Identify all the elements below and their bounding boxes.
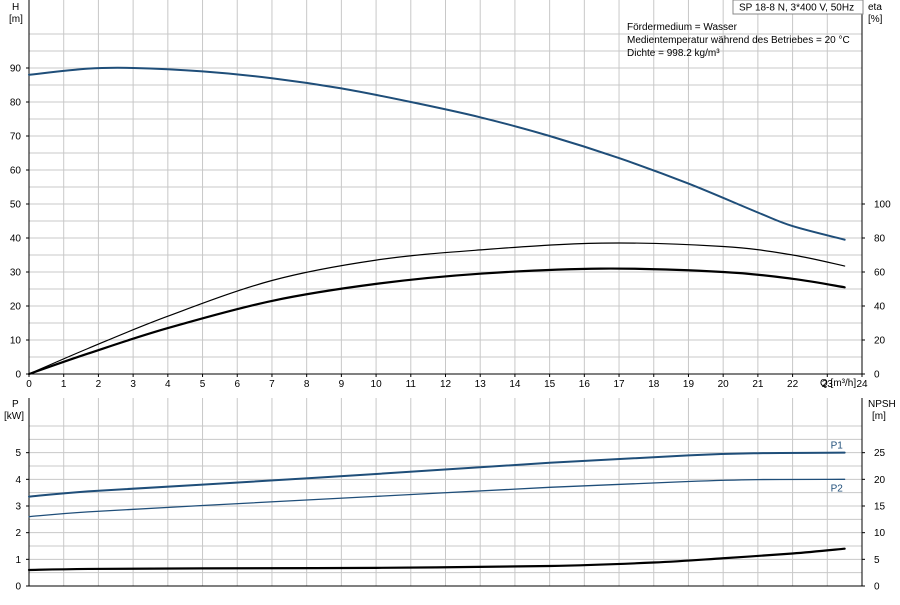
head-axis-tick-label: 80	[10, 98, 22, 109]
grid-layer	[28, 0, 863, 587]
eta-axis-title: eta	[868, 2, 882, 13]
eta-axis-tick-label: 80	[874, 234, 886, 245]
info-title-box	[732, 0, 864, 15]
x-tick-label: 13	[475, 379, 487, 390]
x-tick-label: 18	[648, 379, 660, 390]
power-axis-tick-label: 5	[15, 448, 21, 459]
x-tick-label: 16	[579, 379, 591, 390]
x-tick-label: 4	[165, 379, 171, 390]
eta-curve-lower	[27, 267, 846, 376]
x-tick-label: 14	[509, 379, 521, 390]
head-axis-tick-label: 40	[10, 234, 22, 245]
eta-axis-tick-label: 40	[874, 302, 886, 313]
power-axis-tick-label: 0	[15, 582, 21, 593]
eta-axis-tick-label: 60	[874, 268, 886, 279]
head-axis-tick-label: 50	[10, 200, 22, 211]
x-tick-label: 22	[787, 379, 799, 390]
x-tick-label: 7	[269, 379, 275, 390]
info-line-temperature: Medientemperatur während des Betriebes =…	[627, 35, 850, 46]
npsh-axis-title: NPSH	[868, 399, 896, 410]
x-tick-label: 23	[822, 379, 834, 390]
x-tick-label: 24	[856, 379, 868, 390]
head-axis-unit: [m]	[9, 14, 23, 25]
p2-series-label: P2	[831, 483, 844, 494]
label-layer: 0 1 2 3 4 5 6 7 8 9 10 11 12 13 14 15 16 17 18 19 20 21 22 23 24…	[10, 64, 891, 593]
info-line-density: Dichte = 998.2 kg/m³	[627, 48, 720, 59]
x-tick-label: 9	[339, 379, 345, 390]
x-tick-label: 2	[96, 379, 102, 390]
head-axis-tick-label: 90	[10, 64, 22, 75]
head-axis-tick-label: 70	[10, 132, 22, 143]
power-axis-tick-label: 1	[15, 555, 21, 566]
p2-curve	[28, 478, 846, 518]
npsh-axis-tick-label: 0	[874, 582, 880, 593]
x-tick-label: 20	[718, 379, 730, 390]
eta-axis-tick-label: 0	[874, 370, 880, 381]
power-axis-tick-label: 2	[15, 528, 21, 539]
p1-series-label: P1	[831, 441, 844, 452]
head-axis-title: H	[12, 2, 19, 13]
npsh-axis-tick-label: 10	[874, 528, 886, 539]
x-tick-label: 12	[440, 379, 452, 390]
x-tick-label: 15	[544, 379, 556, 390]
eta-axis-unit: [%]	[868, 14, 883, 25]
head-axis-tick-label: 30	[10, 268, 22, 279]
x-tick-label: 19	[683, 379, 695, 390]
x-tick-label: 5	[200, 379, 206, 390]
head-axis-tick-label: 20	[10, 302, 22, 313]
head-axis-tick-label: 10	[10, 336, 22, 347]
head-axis-tick-label: 0	[15, 370, 21, 381]
axis-layer	[26, 0, 865, 587]
x-tick-label: 0	[26, 379, 32, 390]
x-tick-label: 11	[406, 379, 417, 390]
x-tick-label: 1	[61, 379, 67, 390]
head-curve	[28, 66, 846, 241]
npsh-curve	[27, 547, 846, 572]
power-axis-title: P	[12, 399, 19, 410]
power-axis-tick-label: 3	[15, 502, 21, 513]
npsh-axis-tick-label: 15	[874, 502, 886, 513]
power-axis-unit: [kW]	[4, 411, 24, 422]
npsh-axis-tick-label: 25	[874, 448, 886, 459]
p1-curve	[28, 451, 846, 498]
x-tick-label: 10	[371, 379, 383, 390]
eta-axis-tick-label: 100	[874, 200, 891, 211]
x-tick-label: 8	[304, 379, 310, 390]
x-tick-label: 21	[752, 379, 764, 390]
curve-layer	[27, 66, 846, 572]
npsh-axis-unit: [m]	[872, 411, 886, 422]
power-axis-tick-label: 4	[15, 475, 21, 486]
eta-axis-tick-label: 20	[874, 336, 886, 347]
flow-axis-label: Q [m³/h]	[820, 378, 856, 389]
x-tick-label: 6	[234, 379, 240, 390]
info-title: SP 18-8 N, 3*400 V, 50Hz	[739, 3, 854, 14]
npsh-axis-tick-label: 5	[874, 555, 880, 566]
head-axis-tick-label: 60	[10, 166, 22, 177]
info-box: SP 18-8 N, 3*400 V, 50Hz Fördermedium = …	[627, 0, 864, 59]
npsh-axis-tick-label: 20	[874, 475, 886, 486]
x-tick-label: 3	[130, 379, 136, 390]
info-line-medium: Fördermedium = Wasser	[627, 22, 738, 33]
eta-curve-upper	[28, 242, 846, 375]
x-tick-label: 17	[613, 379, 625, 390]
